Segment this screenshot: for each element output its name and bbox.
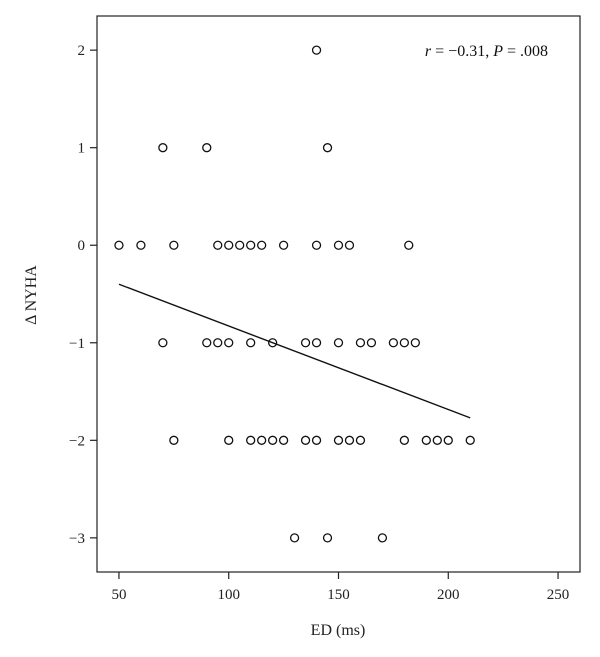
data-point: [344, 435, 355, 445]
data-point: [136, 240, 146, 250]
data-point: [278, 240, 289, 250]
p-value: = .008: [503, 43, 548, 60]
data-point: [388, 338, 399, 348]
data-point: [399, 338, 410, 348]
data-point: [421, 435, 431, 445]
data-point: [158, 143, 168, 153]
data-point: [224, 338, 234, 348]
data-point: [322, 143, 333, 153]
data-point: [311, 338, 322, 348]
data-point: [443, 435, 453, 445]
data-point: [257, 435, 267, 445]
data-point: [300, 435, 311, 445]
data-point: [300, 338, 311, 348]
data-point: [333, 240, 344, 250]
x-tick-label: 200: [437, 587, 460, 603]
data-point: [213, 338, 223, 348]
x-tick-label: 100: [217, 587, 240, 603]
data-point: [202, 338, 212, 348]
x-tick-label: 150: [327, 587, 350, 603]
data-point: [355, 435, 366, 445]
data-point: [366, 338, 377, 348]
data-point: [246, 338, 256, 348]
data-point: [289, 533, 300, 543]
p-symbol: P: [492, 43, 503, 60]
data-point: [278, 435, 289, 445]
data-point: [224, 240, 234, 250]
y-axis-label: Δ NYHA: [23, 265, 40, 325]
regression-line: [118, 283, 471, 419]
data-point: [169, 435, 179, 445]
data-point: [114, 240, 124, 250]
data-point: [246, 435, 256, 445]
data-point: [267, 338, 278, 348]
x-axis: 50 100 150 200 250: [111, 572, 569, 603]
data-point: [410, 338, 420, 348]
data-point: [432, 435, 442, 445]
x-tick-label: 50: [111, 587, 126, 603]
data-point: [355, 338, 366, 348]
y-tick-label: 1: [78, 141, 86, 157]
data-point: [311, 435, 322, 445]
data-point: [202, 143, 212, 153]
data-point: [224, 435, 234, 445]
data-point: [399, 435, 410, 445]
data-point: [311, 45, 322, 55]
data-point: [235, 240, 245, 250]
r-value: = −0.31,: [431, 43, 493, 60]
y-tick-label: 0: [78, 238, 86, 254]
data-point: [267, 435, 278, 445]
x-axis-label: ED (ms): [311, 622, 366, 639]
y-tick-label: −3: [69, 531, 85, 547]
data-point: [311, 240, 322, 250]
y-tick-label: −1: [69, 336, 85, 352]
r-symbol: r: [425, 43, 432, 60]
data-point: [257, 240, 267, 250]
y-tick-label: 2: [78, 43, 86, 59]
data-point: [344, 240, 355, 250]
data-point: [169, 240, 179, 250]
data-points: [114, 45, 475, 543]
data-point: [377, 533, 388, 543]
data-point: [333, 338, 344, 348]
data-point: [322, 533, 333, 543]
data-point: [246, 240, 256, 250]
correlation-annotation: r = −0.31, P = .008: [425, 43, 548, 60]
data-point: [333, 435, 344, 445]
data-point: [213, 240, 223, 250]
data-point: [465, 435, 475, 445]
data-point: [404, 240, 414, 250]
plot-frame: [96, 15, 581, 573]
y-axis: 2 1 0 −1 −2 −3: [69, 43, 97, 547]
data-point: [158, 338, 168, 348]
y-tick-label: −2: [69, 433, 85, 449]
x-tick-label: 250: [547, 587, 570, 603]
